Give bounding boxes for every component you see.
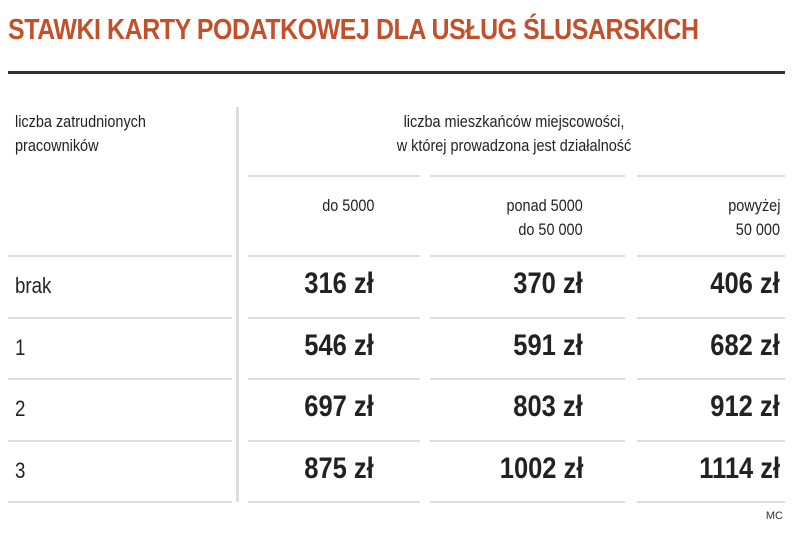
row-line — [248, 317, 420, 319]
row-line — [430, 317, 625, 319]
rate-cell: 875 zł — [304, 452, 374, 485]
group-header-line1: liczba mieszkańców miejscowości, — [403, 112, 625, 131]
table-bottom-line — [8, 501, 232, 503]
row-line — [8, 317, 232, 319]
rate-cell: 912 zł — [710, 390, 780, 423]
row-line — [248, 255, 420, 257]
row-line — [637, 255, 785, 257]
subheader-line — [248, 175, 420, 177]
column-divider — [236, 107, 239, 502]
rate-cell: 316 zł — [304, 267, 374, 300]
row-label: 2 — [15, 396, 26, 421]
row-line — [248, 440, 420, 442]
table-bottom-line — [637, 501, 785, 503]
col-header-2-line1: ponad 5000 — [506, 196, 583, 215]
row-label: 3 — [15, 458, 26, 483]
rate-cell: 682 zł — [710, 329, 780, 362]
source-label: MC — [765, 510, 783, 522]
row-line — [248, 378, 420, 380]
col-header-3-line1: powyżej — [727, 196, 780, 215]
row-line — [430, 255, 625, 257]
rate-cell: 803 zł — [513, 390, 583, 423]
rate-cell: 591 zł — [513, 329, 583, 362]
row-line — [430, 440, 625, 442]
col-header-3-line2: 50 000 — [735, 220, 780, 239]
row-line — [8, 255, 232, 257]
row-line — [8, 440, 232, 442]
col-header-1: do 5000 — [321, 196, 374, 215]
row-line — [430, 378, 625, 380]
rate-cell: 370 zł — [513, 267, 583, 300]
rate-cell: 1114 zł — [699, 452, 780, 485]
table-bottom-line — [248, 501, 420, 503]
subheader-line — [637, 175, 785, 177]
row-line — [637, 440, 785, 442]
row-line — [8, 378, 232, 380]
row-header-line1: liczba zatrudnionych — [15, 112, 146, 131]
table-bottom-line — [430, 501, 625, 503]
group-header-line2: w której prowadzona jest działalność — [396, 136, 632, 155]
rate-cell: 1002 zł — [499, 452, 583, 485]
rate-cell: 406 zł — [710, 267, 780, 300]
row-label: brak — [15, 273, 52, 298]
row-header-line2: pracowników — [15, 136, 99, 155]
col-header-2-line2: do 50 000 — [518, 220, 583, 239]
row-line — [637, 378, 785, 380]
rate-cell: 697 zł — [304, 390, 374, 423]
title-rule — [8, 71, 785, 74]
row-line — [637, 317, 785, 319]
row-label: 1 — [15, 335, 26, 360]
rate-cell: 546 zł — [304, 329, 374, 362]
subheader-line — [430, 175, 625, 177]
page-title: STAWKI KARTY PODATKOWEJ DLA USŁUG ŚLUSAR… — [8, 14, 699, 46]
